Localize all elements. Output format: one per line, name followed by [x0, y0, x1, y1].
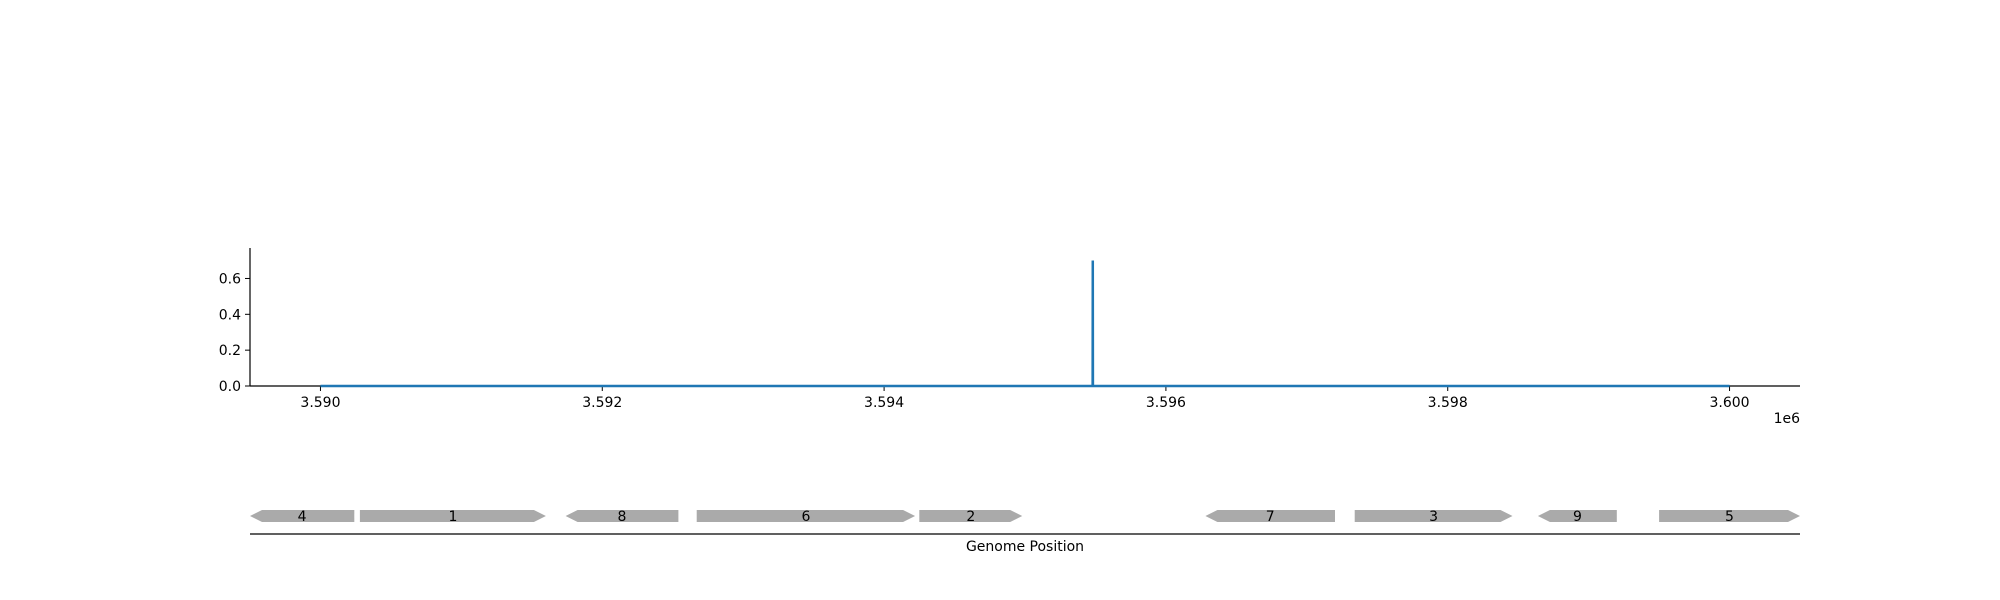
coverage-axes: 3.590 3.592 3.594 3.596 3.598 3.600 0.0 0.2 0.4… [219, 248, 1800, 427]
x-tick-label: 3.596 [1146, 395, 1186, 411]
gene-feature-arrow [359, 510, 546, 522]
y-tick-label: 0.6 [219, 271, 241, 287]
series-layer [320, 260, 1730, 388]
x-offset-label: 1e6 [1774, 411, 1801, 427]
gene-feature-arrow [1205, 510, 1335, 522]
x-tick-label: 3.598 [1428, 395, 1468, 411]
x-tick-label: 3.592 [582, 395, 622, 411]
gene-feature-label: 9 [1573, 509, 1582, 525]
gene-track-xlabel: Genome Position [966, 539, 1084, 555]
gene-feature-label: 1 [448, 509, 457, 525]
x-tick-label: 3.600 [1709, 395, 1749, 411]
gene-feature-arrow [565, 510, 679, 522]
gene-feature-label: 4 [298, 509, 307, 525]
y-tick-label: 0.2 [219, 343, 241, 359]
coverage-series-line [320, 260, 1730, 388]
gene-feature-label: 8 [618, 509, 627, 525]
gene-feature-arrow [1354, 510, 1513, 522]
gene-feature-arrow [1537, 510, 1617, 522]
x-tick-label: 3.594 [864, 395, 904, 411]
x-ticks: 3.590 3.592 3.594 3.596 3.598 3.600 [300, 386, 1750, 411]
gene-feature-label: 6 [801, 509, 810, 525]
gene-feature-label: 7 [1266, 509, 1275, 525]
y-ticks: 0.0 0.2 0.4 0.6 [219, 271, 250, 395]
gene-features: 4 1 8 6 2 7 3 9 5 [250, 509, 1800, 525]
gene-feature-label: 5 [1725, 509, 1734, 525]
y-tick-label: 0.0 [219, 379, 241, 395]
gene-feature-label: 3 [1429, 509, 1438, 525]
gene-feature-arrow [919, 510, 1023, 522]
x-tick-label: 3.590 [300, 395, 340, 411]
y-tick-label: 0.4 [219, 307, 241, 323]
gene-feature-label: 2 [966, 509, 975, 525]
gene-feature-arrow [250, 510, 355, 522]
gene-feature-arrow [1659, 510, 1800, 522]
gene-track: 4 1 8 6 2 7 3 9 5 Genome Position [250, 509, 1800, 555]
gene-feature-arrow [696, 510, 916, 522]
